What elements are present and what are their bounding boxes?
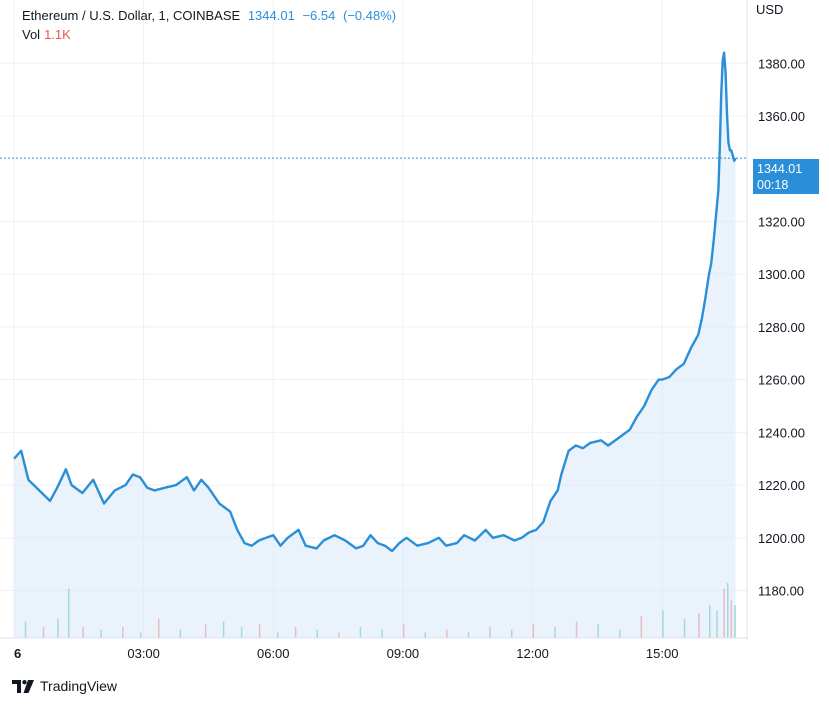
price-tick-label: 1320.00 — [758, 214, 805, 229]
volume-legend[interactable]: Vol 1.1K — [22, 27, 71, 42]
price-tick-label: 1220.00 — [758, 478, 805, 493]
price-change-percent: (−0.48%) — [342, 8, 397, 23]
price-tick-label: 1280.00 — [758, 320, 805, 335]
grid — [0, 0, 747, 638]
price-line — [13, 51, 737, 553]
price-area-fill — [14, 52, 736, 638]
price-tick-label: 1360.00 — [758, 109, 805, 124]
volume-label: Vol — [22, 27, 41, 42]
time-tick-label: 6 — [14, 646, 21, 661]
tradingview-icon — [12, 679, 34, 693]
time-tick-label: 12:00 — [516, 646, 549, 661]
price-tick-label: 1300.00 — [758, 267, 805, 282]
price-tick-label: 1180.00 — [758, 584, 804, 599]
time-tick-label: 15:00 — [646, 646, 679, 661]
price-tick-label: 1380.00 — [758, 56, 805, 71]
brand-name: TradingView — [40, 678, 118, 694]
price-tick-label: 1260.00 — [758, 373, 805, 388]
price-tick-label: 1200.00 — [758, 531, 805, 546]
currency-label[interactable]: USD — [756, 2, 784, 17]
tradingview-logo[interactable]: TradingView — [12, 678, 117, 694]
time-tick-label: 03:00 — [127, 646, 160, 661]
symbol-header[interactable]: Ethereum / U.S. Dollar, 1, COINBASE 1344… — [22, 8, 400, 23]
time-tick-label: 09:00 — [387, 646, 420, 661]
last-price-badge: 1344.01 00:18 — [753, 159, 819, 194]
price-tick-label: 1240.00 — [758, 425, 805, 440]
badge-price: 1344.01 — [757, 162, 803, 176]
price-axis[interactable]: 1180.00 1200.00 1220.00 1240.00 1260.00 1280.… — [758, 56, 805, 598]
symbol-title: Ethereum / U.S. Dollar, 1, COINBASE — [22, 8, 241, 23]
last-price: 1344.01 — [247, 8, 295, 23]
price-change: −6.54 — [302, 8, 336, 23]
time-axis[interactable]: 6 03:00 06:00 09:00 12:00 15:00 — [14, 646, 678, 661]
time-tick-label: 06:00 — [257, 646, 290, 661]
badge-countdown: 00:18 — [757, 178, 789, 192]
volume-value: 1.1K — [44, 27, 71, 42]
